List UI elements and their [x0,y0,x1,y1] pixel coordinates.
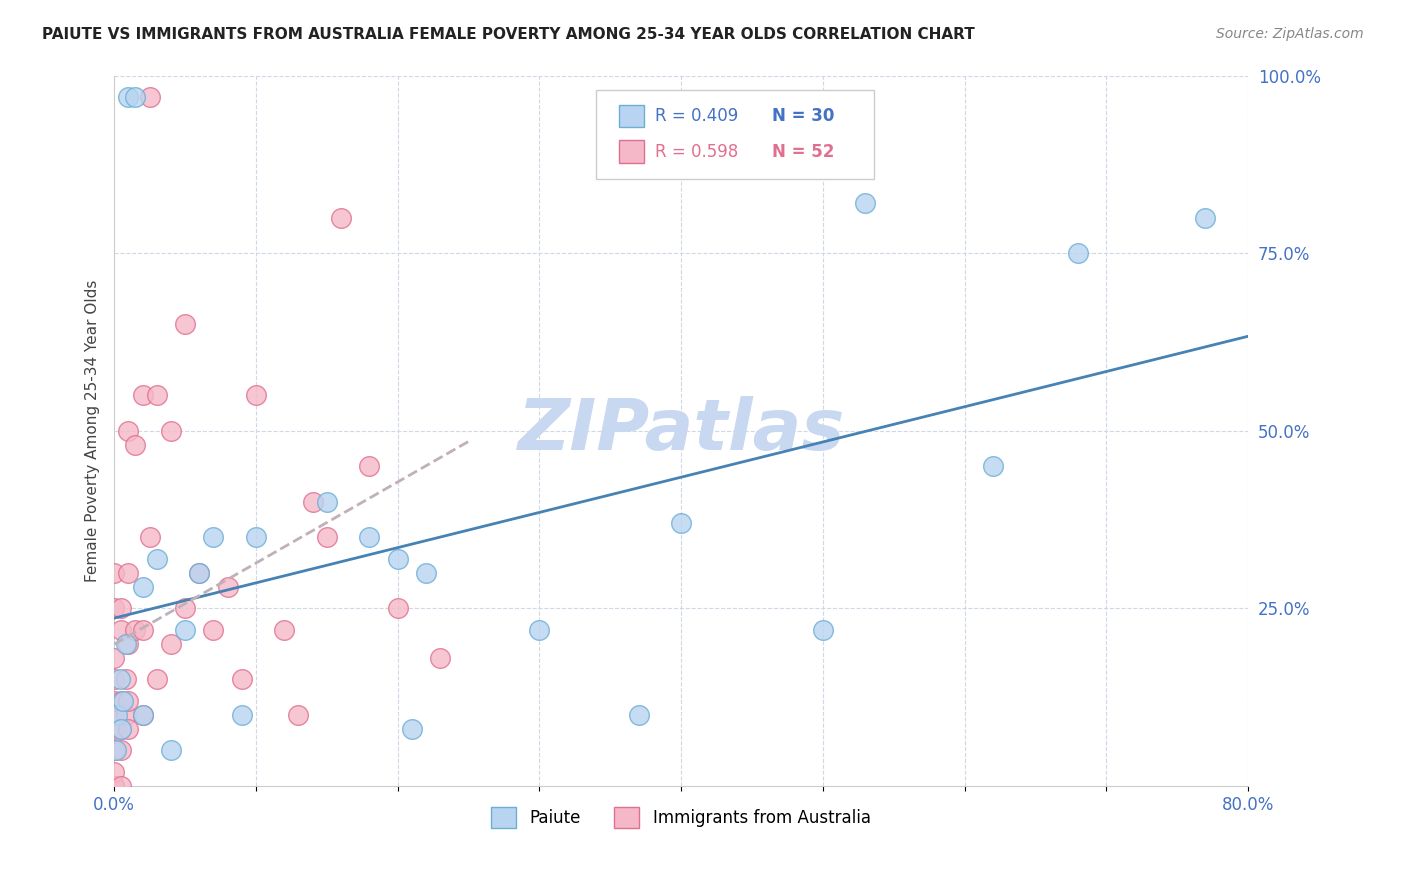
Text: PAIUTE VS IMMIGRANTS FROM AUSTRALIA FEMALE POVERTY AMONG 25-34 YEAR OLDS CORRELA: PAIUTE VS IMMIGRANTS FROM AUSTRALIA FEMA… [42,27,974,42]
Point [131,707,153,722]
Point [131,580,153,594]
Point [329,211,352,225]
Point [103,566,125,580]
Point [188,566,211,580]
Point [981,459,1004,474]
Point [188,566,211,580]
FancyBboxPatch shape [596,90,873,178]
Point [301,494,323,508]
Point [110,779,132,793]
Point [231,672,253,686]
Point [110,722,132,736]
Point [429,651,451,665]
Point [103,722,125,736]
Point [415,566,437,580]
Point [231,707,253,722]
Point [138,530,160,544]
Point [287,707,309,722]
Text: N = 30: N = 30 [772,107,834,125]
Point [111,693,134,707]
Point [217,580,239,594]
Point [131,707,153,722]
Text: R = 0.598: R = 0.598 [655,143,738,161]
Point [359,530,381,544]
Point [103,601,125,615]
Point [117,566,139,580]
Text: ZIPatlas: ZIPatlas [517,396,845,465]
Point [124,438,146,452]
Point [124,623,146,637]
Point [117,424,139,438]
Point [245,530,267,544]
Point [174,317,197,331]
Point [1194,211,1216,225]
Point [529,623,551,637]
Point [103,651,125,665]
Point [174,623,197,637]
Point [387,551,409,566]
Text: Source: ZipAtlas.com: Source: ZipAtlas.com [1216,27,1364,41]
Point [1067,246,1090,260]
Point [669,516,692,530]
Point [401,722,423,736]
Point [110,722,132,736]
Bar [619,140,644,163]
Point [117,90,139,104]
Bar [619,104,644,128]
Point [114,672,136,686]
Point [627,707,650,722]
Point [103,707,125,722]
Point [160,424,183,438]
Point [103,672,125,686]
Point [105,707,128,722]
Point [853,196,876,211]
Point [117,637,139,651]
Legend: Paiute, Immigrants from Australia: Paiute, Immigrants from Australia [485,801,877,834]
Point [103,779,125,793]
Point [811,623,834,637]
Point [103,743,125,757]
Point [138,90,160,104]
Point [114,707,136,722]
Point [145,672,167,686]
Point [103,779,125,793]
Point [202,623,225,637]
Point [104,743,127,757]
Point [131,623,153,637]
Point [103,779,125,793]
Y-axis label: Female Poverty Among 25-34 Year Olds: Female Poverty Among 25-34 Year Olds [86,279,100,582]
Point [387,601,409,615]
Text: R = 0.409: R = 0.409 [655,107,738,125]
Point [103,693,125,707]
Point [117,722,139,736]
Point [160,637,183,651]
Point [245,388,267,402]
Text: N = 52: N = 52 [772,143,834,161]
Point [124,90,146,104]
Point [110,743,132,757]
Point [315,494,337,508]
Point [131,388,153,402]
Point [103,764,125,779]
Point [273,623,295,637]
Point [174,601,197,615]
Point [359,459,381,474]
Point [114,637,136,651]
Point [103,779,125,793]
Point [110,601,132,615]
Point [110,623,132,637]
Point [145,551,167,566]
Point [110,693,132,707]
Point [202,530,225,544]
Point [160,743,183,757]
Point [108,672,131,686]
Point [315,530,337,544]
Point [117,693,139,707]
Point [145,388,167,402]
